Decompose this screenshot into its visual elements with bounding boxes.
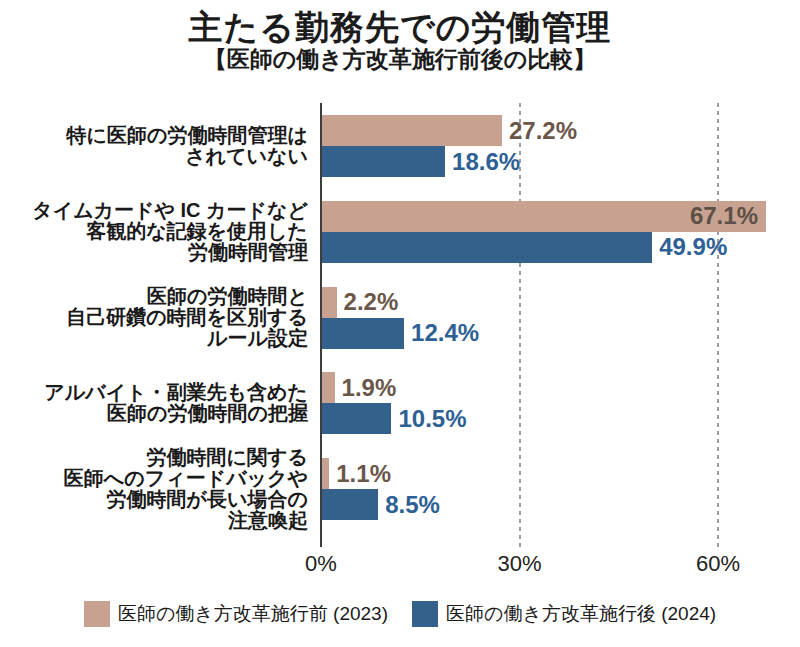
category-label-text: 特に医師の労働時間管理は されていない [67, 125, 308, 167]
gridline-60% [717, 103, 719, 547]
x-tick-60%: 60% [678, 551, 758, 577]
x-tick-30%: 30% [480, 551, 560, 577]
legend: 医師の働き方改革施行前 (2023) 医師の働き方改革施行後 (2024) [0, 601, 800, 627]
category-label-text: タイムカードや IC カードなど 客観的な記録を使用した 労働時間管理 [32, 200, 308, 263]
bar-after [322, 318, 404, 349]
bar-value-label: 67.1% [690, 201, 758, 232]
bar-before [322, 287, 337, 318]
legend-label-after: 医師の働き方改革施行後 (2024) [446, 601, 716, 627]
category-label: タイムカードや IC カードなど 客観的な記録を使用した 労働時間管理 [0, 201, 308, 263]
x-tick-0%: 0% [281, 551, 361, 577]
bar-value-label: 18.6% [452, 146, 520, 177]
bar-value-label: 49.9% [659, 232, 727, 263]
bar-before [322, 115, 502, 146]
chart-page: 主たる勤務先での労働管理 【医師の働き方改革施行前後の比較】 0%30%60%特… [0, 0, 800, 647]
category-label: 労働時間に関する 医師へのフィードバックや 労働時間が長い場合の 注意喚起 [0, 458, 308, 520]
category-label: 特に医師の労働時間管理は されていない [0, 115, 308, 177]
bar-value-label: 2.2% [344, 287, 399, 318]
bar-after [322, 232, 652, 263]
legend-label-before: 医師の働き方改革施行前 (2023) [118, 601, 388, 627]
category-label-text: アルバイト・副業先も含めた 医師の労働時間の把握 [44, 382, 308, 424]
legend-item-after: 医師の働き方改革施行後 (2024) [412, 601, 716, 627]
bar-after [322, 146, 445, 177]
plot-area: 0% 30% 60% 特に医師の労働時間管理は されていない 27.2%18.6% タイム… [0, 0, 800, 647]
bar-value-label: 1.9% [342, 372, 397, 403]
bar-value-label: 10.5% [398, 403, 466, 434]
legend-swatch-before [84, 601, 110, 627]
legend-swatch-after [412, 601, 438, 627]
category-label-text: 労働時間に関する 医師へのフィードバックや 労働時間が長い場合の 注意喚起 [64, 447, 308, 531]
category-label: アルバイト・副業先も含めた 医師の労働時間の把握 [0, 372, 308, 434]
bar-value-label: 12.4% [411, 318, 479, 349]
legend-item-before: 医師の働き方改革施行前 (2023) [84, 601, 388, 627]
bar-value-label: 27.2% [509, 115, 577, 146]
bar-value-label: 1.1% [336, 458, 391, 489]
bar-before [322, 458, 329, 489]
bar-after [322, 489, 378, 520]
bar-value-label: 8.5% [385, 489, 440, 520]
category-label: 医師の労働時間と 自己研鑽の時間を区別する ルール設定 [0, 287, 308, 349]
bar-before [322, 372, 335, 403]
bar-after [322, 403, 391, 434]
category-label-text: 医師の労働時間と 自己研鑽の時間を区別する ルール設定 [66, 286, 308, 349]
